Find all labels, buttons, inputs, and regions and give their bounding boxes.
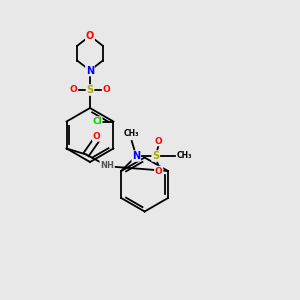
Text: S: S: [152, 151, 159, 161]
Text: O: O: [155, 136, 163, 146]
Text: CH₃: CH₃: [177, 152, 192, 160]
Text: O: O: [155, 167, 163, 176]
Text: O: O: [103, 85, 110, 94]
Text: S: S: [86, 85, 94, 95]
Text: O: O: [86, 31, 94, 41]
Text: O: O: [70, 85, 77, 94]
Text: N: N: [86, 65, 94, 76]
Text: Cl: Cl: [92, 117, 102, 126]
Text: CH₃: CH₃: [124, 129, 140, 138]
Text: N: N: [132, 151, 140, 161]
Text: O: O: [93, 132, 101, 141]
Text: NH: NH: [100, 160, 114, 169]
